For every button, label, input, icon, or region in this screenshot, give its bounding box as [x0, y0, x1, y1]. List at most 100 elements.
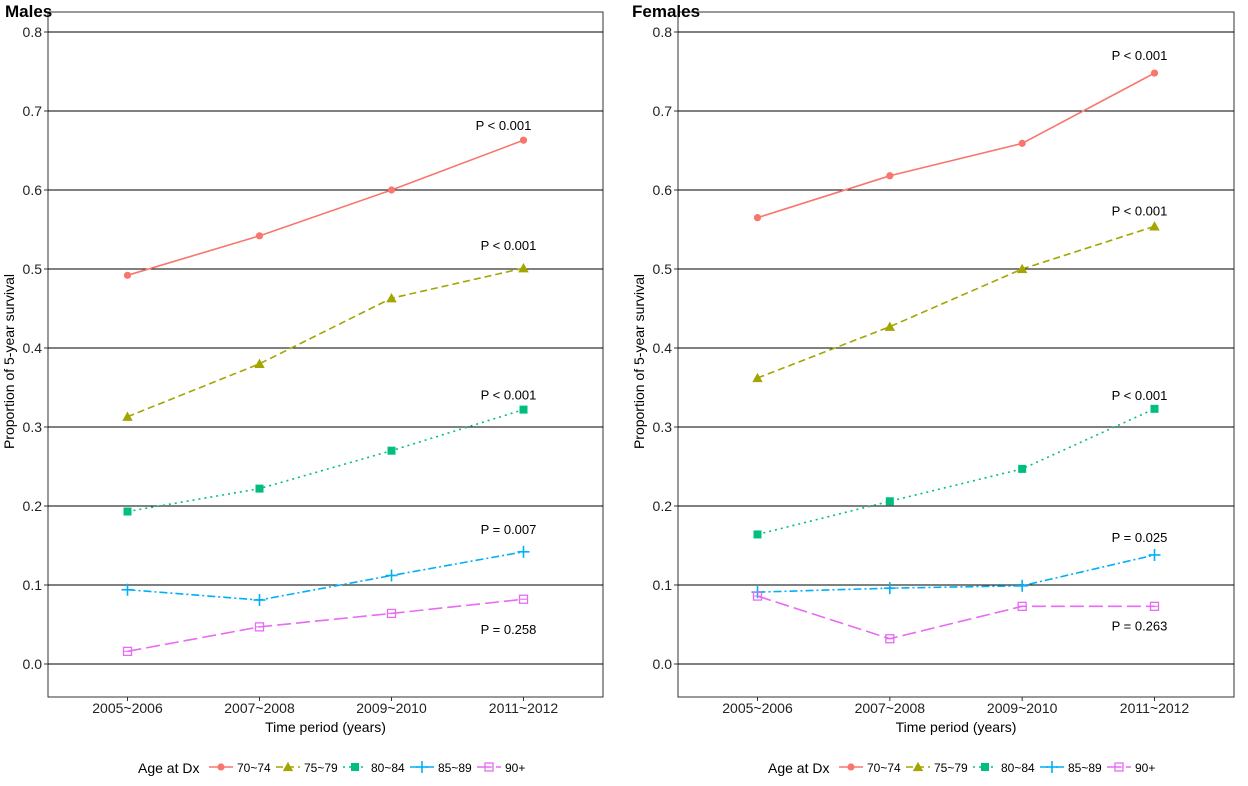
legend-item: 80~84 [343, 761, 405, 775]
y-tick-label: 0.2 [23, 498, 43, 514]
p-value-label: P < 0.001 [476, 118, 532, 133]
legend-key-marker [1046, 761, 1058, 773]
data-point [386, 293, 397, 303]
x-tick-label: 2011~2012 [1120, 700, 1190, 716]
y-tick-label: 0.4 [653, 340, 673, 356]
legend-item: 85~89 [1040, 761, 1102, 775]
legend-key-marker [981, 763, 989, 771]
p-value-label: P = 0.258 [481, 622, 537, 637]
series-line [757, 408, 1155, 536]
legend-label: 80~84 [1001, 761, 1035, 775]
data-point [1018, 464, 1027, 473]
data-point [884, 321, 896, 331]
series-90-: P = 0.258 [122, 594, 537, 657]
data-point [753, 530, 762, 539]
y-tick-label: 0.8 [23, 24, 43, 40]
p-value-label: P < 0.001 [1112, 203, 1168, 218]
data-point [752, 591, 763, 601]
data-point [386, 608, 397, 619]
p-value-label: P < 0.001 [1112, 48, 1168, 63]
p-value-label: P = 0.263 [1112, 618, 1168, 633]
series-line [127, 551, 524, 601]
legend-item: 90+ [477, 761, 525, 775]
data-point [387, 186, 396, 194]
legend-item: 90+ [1107, 761, 1155, 775]
data-point [1016, 263, 1028, 274]
legend-item: 75~79 [276, 761, 338, 775]
data-point [387, 446, 396, 455]
legend-label: 70~74 [237, 761, 271, 775]
y-tick-label: 0.6 [23, 182, 43, 198]
y-tick-label: 0.0 [653, 656, 673, 672]
p-value-label: P < 0.001 [481, 238, 537, 253]
legend-label: 75~79 [304, 761, 338, 775]
data-point [885, 497, 894, 506]
series-line [127, 267, 524, 418]
series-70-74: P < 0.001 [123, 118, 532, 279]
data-point [254, 622, 265, 632]
legend-item: 75~79 [906, 761, 968, 775]
data-point [253, 594, 266, 607]
y-tick-label: 0.8 [653, 24, 673, 40]
y-tick-label: 0.3 [23, 419, 43, 435]
y-tick-label: 0.7 [23, 103, 43, 119]
series-line [757, 72, 1155, 219]
data-point [1018, 139, 1026, 147]
p-value-label: P = 0.025 [1112, 530, 1168, 545]
data-point [753, 214, 762, 222]
data-point [883, 582, 896, 595]
data-point [1149, 221, 1160, 231]
legend-key-marker [217, 763, 225, 771]
data-point [519, 405, 528, 414]
series-line [127, 139, 524, 277]
series-70-74: P < 0.001 [753, 48, 1168, 222]
series-85-89: P = 0.007 [121, 522, 537, 607]
legend-label: 80~84 [371, 761, 405, 775]
legend-key-marker [484, 762, 494, 772]
x-tick-label: 2007~2008 [855, 700, 926, 716]
series-85-89: P = 0.025 [751, 530, 1168, 599]
data-point [121, 583, 134, 596]
y-tick-label: 0.6 [653, 182, 673, 198]
legend-title: Age at Dx [768, 760, 829, 776]
series-line [127, 598, 524, 653]
series-75-79: P < 0.001 [752, 203, 1168, 383]
series-line [757, 225, 1155, 379]
y-tick-label: 0.7 [653, 103, 673, 119]
legend-key-marker [847, 763, 855, 771]
y-tick-label: 0.1 [653, 577, 673, 593]
legend-key-marker [416, 761, 428, 773]
data-point [122, 646, 133, 657]
p-value-label: P < 0.001 [1112, 388, 1168, 403]
data-point [519, 136, 528, 144]
legend-label: 90+ [505, 761, 525, 775]
data-point [1150, 404, 1159, 413]
series-line [757, 595, 1155, 640]
y-tick-label: 0.4 [23, 340, 43, 356]
panel-title: Females [632, 2, 700, 21]
data-point [123, 271, 132, 279]
data-point [254, 358, 265, 368]
series-80-84: P < 0.001 [753, 388, 1168, 539]
data-point [886, 172, 894, 180]
x-tick-label: 2009~2010 [356, 700, 427, 716]
x-tick-label: 2005~2006 [722, 700, 793, 716]
legend-item: 80~84 [973, 761, 1035, 775]
data-point [1016, 579, 1029, 592]
p-value-label: P = 0.007 [481, 522, 537, 537]
legend: Age at Dx 70~74 75~79 80~84 85~89 90+ [138, 760, 525, 776]
panel-females: 0.0 0.1 0.2 0.3 0.4 0.5 0.6 0.7 0.8 2005~2006 2007… [631, 2, 1235, 776]
legend-item: 70~74 [209, 761, 271, 775]
data-point [518, 594, 529, 604]
series-line [127, 408, 524, 513]
panel-males: 0.0 0.1 0.2 0.3 0.4 0.5 0.6 0.7 0.8 2005~2006 2007… [1, 2, 604, 776]
legend-key-marker [282, 761, 294, 772]
y-tick-label: 0.5 [23, 261, 43, 277]
y-axis-label: Proportion of 5-year survival [1, 274, 17, 449]
series-90-: P = 0.263 [752, 591, 1168, 644]
y-axis-label: Proportion of 5-year survival [631, 274, 647, 449]
legend-label: 85~89 [1068, 761, 1102, 775]
p-value-label: P < 0.001 [481, 388, 537, 403]
